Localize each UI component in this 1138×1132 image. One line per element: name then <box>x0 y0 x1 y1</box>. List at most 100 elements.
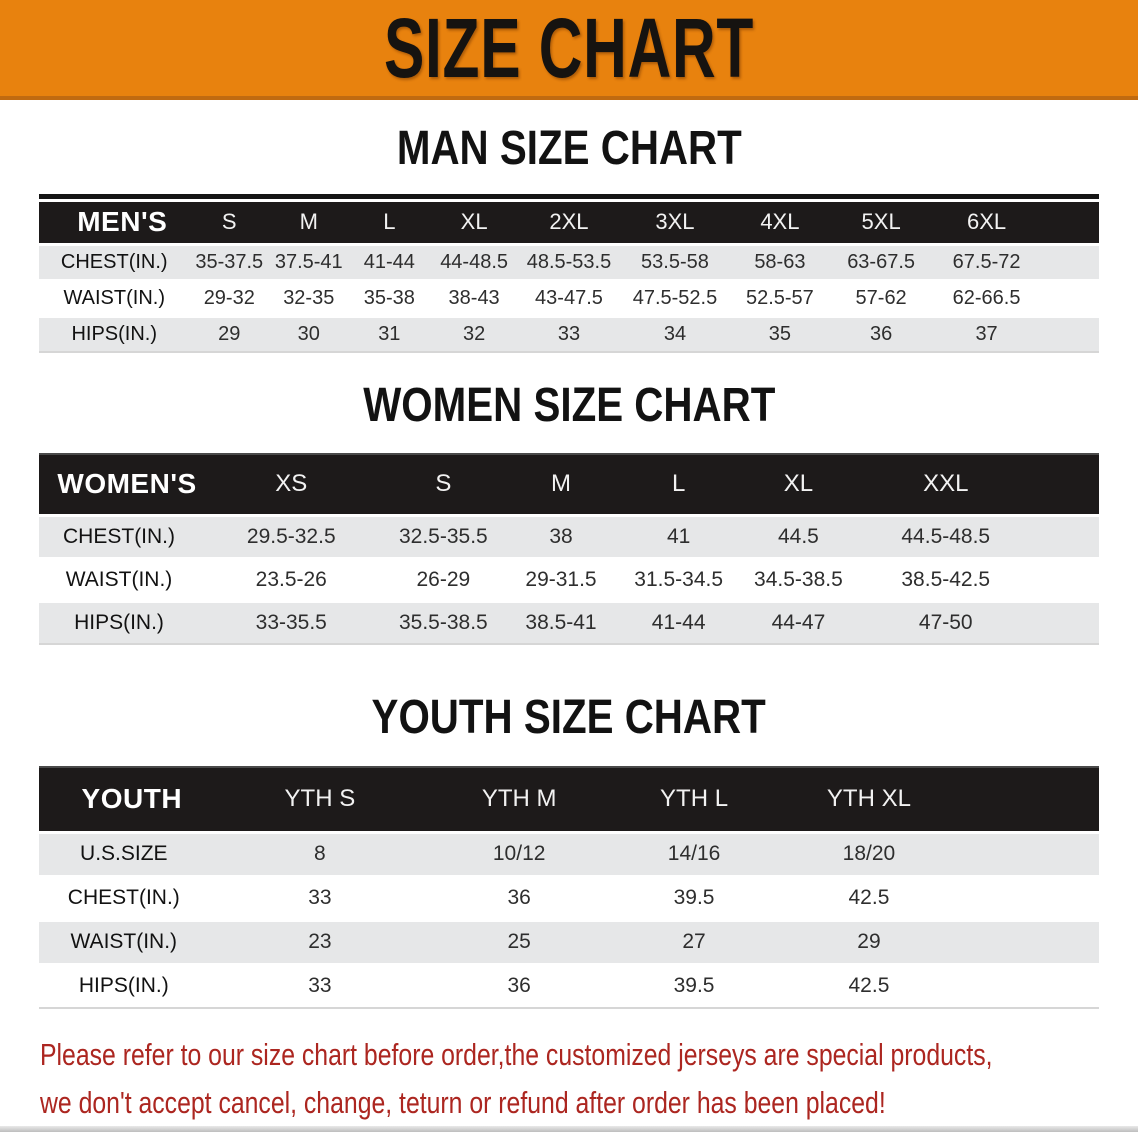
cell: 41-44 <box>363 250 415 273</box>
row-label: HIPS(IN.) <box>74 610 164 634</box>
cell: 35-37.5 <box>195 250 264 273</box>
cell: 35-38 <box>363 286 415 309</box>
row-filler <box>1033 515 1099 558</box>
cell: 67.5-72 <box>952 250 1021 273</box>
row-filler <box>1041 280 1099 316</box>
row-filler <box>1041 316 1099 352</box>
row-filler <box>957 832 1099 876</box>
table-header-row: YOUTH YTH S YTH M YTH L YTH XL <box>39 768 1099 832</box>
row-label: CHEST(IN.) <box>63 524 176 548</box>
cell: 8 <box>314 842 326 865</box>
cell: 62-66.5 <box>952 286 1021 309</box>
table-row: HIPS(IN.) 29 30 31 32 33 34 35 36 37 <box>39 316 1099 352</box>
header-filler <box>1033 455 1099 515</box>
table-row: WAIST(IN.) 29-32 32-35 35-38 38-43 43-47.5 47.… <box>39 280 1099 316</box>
column-header: 3XL <box>655 209 695 235</box>
column-header: 5XL <box>861 209 901 235</box>
column-header: YTH L <box>660 785 729 813</box>
table-header-row: MEN'S S M L XL 2XL 3XL 4XL 5XL 6XL <box>39 202 1099 244</box>
cell: 34.5-38.5 <box>754 567 843 591</box>
cell: 18/20 <box>842 842 896 865</box>
size-chart-banner: SIZE CHART <box>0 0 1138 100</box>
row-label: WAIST(IN.) <box>65 567 173 591</box>
cell: 33 <box>308 974 332 998</box>
cell: 52.5-57 <box>745 286 814 309</box>
cell: 41-44 <box>651 610 706 634</box>
column-header: M <box>551 470 572 498</box>
table-row: CHEST(IN.) 33 36 39.5 42.5 <box>39 876 1099 920</box>
cell: 44.5-48.5 <box>901 524 991 548</box>
cell: 29-32 <box>203 286 255 309</box>
row-label: U.S.SIZE <box>80 842 168 865</box>
cell: 10/12 <box>492 842 546 865</box>
cell: 29.5-32.5 <box>246 524 336 548</box>
table-row: U.S.SIZE 8 10/12 14/16 18/20 <box>39 832 1099 876</box>
disclaimer-note: Please refer to our size chart before or… <box>40 1031 1138 1127</box>
row-label: CHEST(IN.) <box>67 886 180 909</box>
column-header: YTH M <box>481 785 557 813</box>
cell: 38-43 <box>448 286 500 309</box>
cell: 44.5 <box>777 524 819 548</box>
men-size-table: MEN'S S M L XL 2XL 3XL 4XL 5XL 6XL CHEST(IN.) 35-37… <box>39 202 1099 353</box>
cell: 38.5-41 <box>525 610 597 634</box>
row-filler <box>1033 558 1099 601</box>
table-row: CHEST(IN.) 29.5-32.5 32.5-35.5 38 41 44.5 44.5… <box>39 515 1099 558</box>
men-section-title: MAN SIZE CHART <box>396 122 742 175</box>
row-label: HIPS(IN.) <box>71 322 158 345</box>
cell: 39.5 <box>673 974 715 998</box>
column-header: S <box>435 470 452 498</box>
table-row: WAIST(IN.) 23 25 27 29 <box>39 920 1099 964</box>
cell: 44-47 <box>771 610 826 634</box>
column-header: XL <box>783 470 814 498</box>
cell: 38.5-42.5 <box>901 567 991 591</box>
row-filler <box>957 920 1099 964</box>
banner-title: SIZE CHART <box>383 1 755 95</box>
cell: 30 <box>297 322 320 345</box>
table-header-row: WOMEN'S XS S M L XL XXL <box>39 455 1099 515</box>
column-header: YTH S <box>284 785 356 813</box>
column-header: 2XL <box>549 209 589 235</box>
cell: 23.5-26 <box>255 567 327 591</box>
cell: 37.5-41 <box>274 250 343 273</box>
column-header: 4XL <box>760 209 800 235</box>
cell: 35 <box>768 322 792 345</box>
cell: 14/16 <box>667 842 721 865</box>
row-filler <box>1041 244 1099 280</box>
cell: 57-62 <box>855 286 907 309</box>
cell: 33 <box>557 322 581 345</box>
row-filler <box>957 876 1099 920</box>
table-row: HIPS(IN.) 33 36 39.5 42.5 <box>39 964 1099 1008</box>
cell: 36 <box>869 322 893 345</box>
cell: 42.5 <box>848 974 890 998</box>
cell: 33 <box>308 886 332 909</box>
cell: 48.5-53.5 <box>526 250 612 273</box>
table-title: WOMEN'S <box>57 468 197 500</box>
cell: 36 <box>507 974 531 998</box>
table-title: YOUTH <box>81 783 183 815</box>
cell: 32 <box>462 322 486 345</box>
cell: 31.5-34.5 <box>634 567 724 591</box>
column-header: S <box>221 209 237 235</box>
cell: 29 <box>857 930 881 953</box>
table-row: CHEST(IN.) 35-37.5 37.5-41 41-44 44-48.5 48.5… <box>39 244 1099 280</box>
cell: 26-29 <box>416 567 471 591</box>
table-row: HIPS(IN.) 33-35.5 35.5-38.5 38.5-41 41-44 44-… <box>39 601 1099 644</box>
cell: 47.5-52.5 <box>632 286 718 309</box>
row-filler <box>957 964 1099 1008</box>
row-label: WAIST(IN.) <box>70 930 178 953</box>
column-header: L <box>671 470 686 498</box>
cell: 47-50 <box>918 610 973 634</box>
column-header: L <box>383 209 396 235</box>
column-header: XXL <box>923 470 969 498</box>
cell: 29 <box>218 322 241 345</box>
cell: 63-67.5 <box>847 250 916 273</box>
cell: 43-47.5 <box>535 286 603 309</box>
column-header: 6XL <box>966 209 1007 235</box>
cell: 32-35 <box>283 286 335 309</box>
column-header: XL <box>460 209 488 235</box>
cell: 37 <box>975 322 998 345</box>
cell: 53.5-58 <box>641 250 709 273</box>
youth-section-title: YOUTH SIZE CHART <box>371 691 767 744</box>
women-size-table-container: WOMEN'S XS S M L XL XXL CHEST(IN.) 29.5-32.5 32.5… <box>39 453 1099 645</box>
cell: 39.5 <box>673 886 715 909</box>
